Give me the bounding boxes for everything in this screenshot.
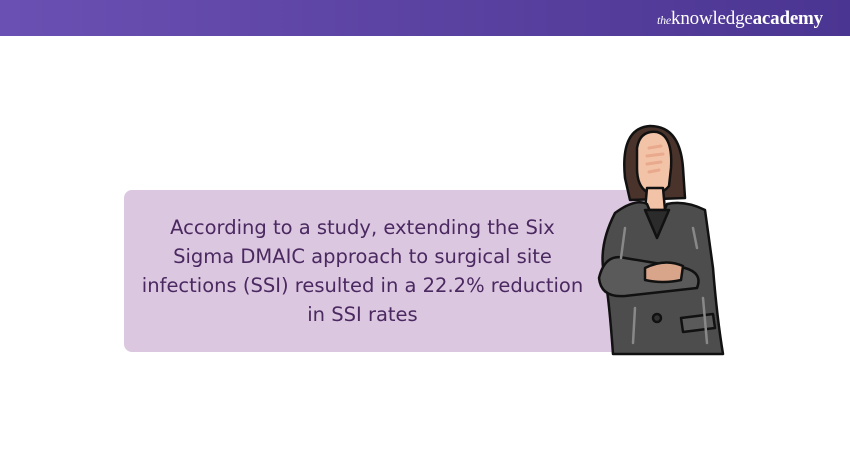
info-card-text: According to a study, extending the Six … bbox=[141, 216, 584, 326]
logo-main: knowledge bbox=[671, 8, 753, 29]
brand-logo[interactable]: theknowledgeacademy bbox=[657, 8, 823, 30]
logo-suffix: academy bbox=[752, 8, 824, 29]
businesswoman-arms-crossed-icon bbox=[597, 124, 725, 356]
logo-prefix: the bbox=[656, 13, 672, 27]
info-card bbox=[124, 190, 644, 352]
header-bar: theknowledgeacademy bbox=[0, 0, 850, 36]
